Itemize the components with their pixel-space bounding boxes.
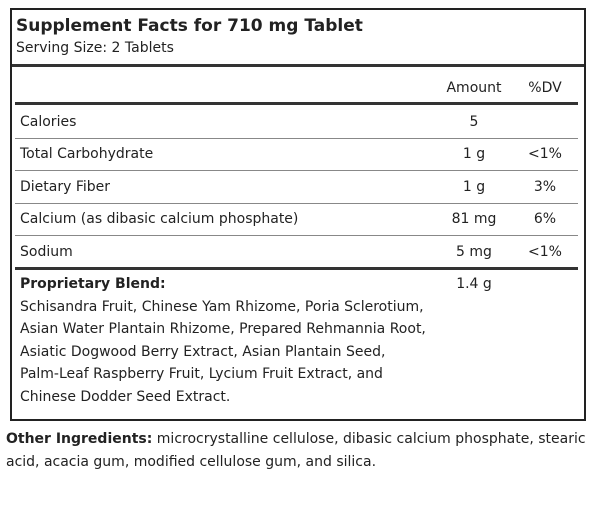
other-ingredients: Other Ingredients: microcrystalline cell… [6, 428, 592, 474]
amount: 81 mg [451, 211, 497, 228]
amount: 5 [469, 114, 479, 130]
blend-ingredients: Chinese Dodder Seed Extract. [20, 389, 231, 405]
nutrient-name: Total Carbohydrate [20, 146, 154, 163]
nutrient-name: Dietary Fiber [20, 178, 111, 195]
blend-ingredients: Palm-Leaf Raspberry Fruit, Lycium Fruit … [20, 366, 383, 383]
amount: 1 g [462, 146, 486, 163]
blend-ingredients: Asiatic Dogwood Berry Extract, Asian Pla… [20, 343, 386, 360]
blend-ingredients: Asian Water Plantain Rhizome, Prepared R… [20, 321, 426, 338]
nutrient-name: Calories [20, 114, 77, 130]
daily-value: 6% [533, 211, 557, 228]
daily-value: <1% [528, 243, 562, 260]
amount: 1 g [462, 178, 486, 195]
divider [12, 64, 584, 67]
column-header: %DV [528, 80, 562, 96]
divider [15, 267, 578, 270]
blend-name: Proprietary Blend: [20, 276, 166, 292]
column-header: Amount [446, 80, 502, 96]
blend-ingredients: Schisandra Fruit, Chinese Yam Rhizome, P… [20, 298, 424, 315]
blend-amount: 1.4 g [456, 276, 492, 292]
facts-box [10, 8, 586, 421]
nutrient-name: Calcium (as dibasic calcium phosphate) [20, 211, 299, 228]
other-text: microcrystalline cellulose, dibasic calc… [6, 431, 586, 470]
daily-value: 3% [533, 178, 557, 195]
amount: 5 mg [456, 243, 492, 260]
title: Supplement Facts for 710 mg Tablet [16, 16, 363, 36]
daily-value: <1% [528, 146, 562, 163]
serving-size: Serving Size: 2 Tablets [16, 40, 174, 56]
other-label: Other Ingredients: [6, 431, 153, 447]
divider [15, 235, 578, 237]
divider [15, 102, 578, 105]
divider [15, 170, 578, 172]
divider [15, 202, 578, 204]
nutrient-name: Sodium [20, 243, 73, 260]
divider [15, 138, 578, 139]
